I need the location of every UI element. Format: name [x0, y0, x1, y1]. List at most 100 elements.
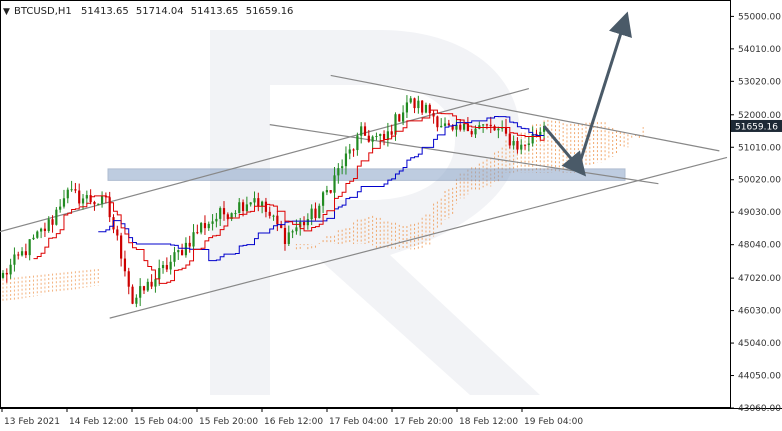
- x-tick-label: 18 Feb 12:00: [459, 417, 518, 427]
- candle-body: [97, 203, 100, 205]
- candle-body: [302, 221, 306, 226]
- x-tick-label: 19 Feb 04:00: [524, 417, 583, 427]
- candle-body: [512, 140, 515, 146]
- candle-body: [272, 215, 275, 217]
- candle-body: [230, 213, 233, 219]
- candle-body: [424, 104, 428, 113]
- current-price-label: 51659.16: [735, 122, 778, 132]
- candle-body: [508, 133, 511, 146]
- candle-body: [451, 125, 454, 130]
- candle-body: [394, 114, 397, 135]
- candle-body: [180, 250, 184, 256]
- candle-body: [405, 102, 409, 113]
- y-tick-label: 52000.00: [738, 111, 781, 121]
- y-tick-label: 51010.00: [738, 143, 781, 153]
- candle-body: [386, 131, 389, 140]
- forecast-arrow-segment: [576, 11, 632, 168]
- candle-body: [116, 229, 119, 236]
- candle-body: [432, 113, 435, 117]
- candle-body: [43, 228, 47, 231]
- candle-body: [276, 215, 279, 225]
- candle-body: [120, 235, 123, 259]
- candle-body: [520, 144, 523, 150]
- candle-body: [379, 133, 382, 137]
- candle-body: [283, 227, 287, 244]
- current-price-tag-bg: [731, 119, 782, 132]
- candle-body: [177, 250, 180, 253]
- candle-body: [356, 135, 359, 151]
- ichimoku-cloud: [2, 119, 644, 302]
- header-open: 51413.65: [81, 6, 129, 17]
- candle-body: [238, 202, 241, 214]
- candle-body: [314, 208, 317, 219]
- candle-body: [470, 131, 473, 135]
- candle-body: [32, 237, 35, 240]
- candle-body: [100, 195, 104, 204]
- candle-body: [226, 214, 229, 219]
- candle-body: [409, 98, 412, 103]
- candle-body: [234, 213, 237, 215]
- candle-body: [139, 286, 142, 298]
- candle-body: [360, 126, 363, 136]
- candle-body: [390, 131, 393, 135]
- candle-body: [169, 261, 172, 270]
- channel-lines: [0, 74, 728, 319]
- candle-body: [192, 232, 195, 247]
- candle-body: [150, 281, 153, 287]
- candle-body: [375, 136, 378, 138]
- candle-body: [440, 125, 443, 128]
- candle-body: [257, 198, 260, 207]
- candle-body: [74, 189, 77, 191]
- candle-body: [402, 112, 405, 122]
- candle-body: [36, 231, 39, 238]
- candle-body: [455, 124, 458, 130]
- candle-body: [363, 126, 367, 136]
- candle-body: [295, 227, 298, 232]
- header-dropdown-icon[interactable]: ▼: [3, 7, 10, 17]
- y-tick-label: 54010.00: [738, 45, 781, 55]
- candle-body: [291, 231, 294, 233]
- candle-body: [51, 219, 54, 225]
- candle-body: [1, 272, 5, 278]
- candle-body: [367, 135, 370, 142]
- candle-body: [287, 232, 290, 244]
- candle-body: [108, 197, 111, 218]
- candle-body: [196, 232, 199, 234]
- candle-body: [527, 143, 530, 145]
- y-tick-label: 55000.00: [738, 12, 781, 22]
- candle-body: [413, 98, 416, 109]
- candle-body: [337, 168, 340, 176]
- y-tick-label: 53020.00: [738, 77, 781, 87]
- candle-body: [493, 126, 496, 131]
- candle-body: [215, 218, 218, 222]
- candle-body: [241, 202, 245, 212]
- candle-body: [443, 123, 447, 126]
- candle-body: [93, 201, 96, 205]
- candle-body: [497, 128, 500, 131]
- candle-body: [123, 258, 127, 272]
- candle-body: [81, 198, 85, 204]
- time-axis: 13 Feb 2021 14 Feb 12:00 15 Feb 04:00 15 Fe…: [1, 408, 583, 427]
- candle-body: [5, 272, 8, 275]
- candle-body: [344, 153, 348, 167]
- candle-body: [154, 279, 157, 287]
- candle-body: [382, 133, 386, 140]
- candle-body: [135, 297, 138, 304]
- candle-body: [203, 223, 207, 229]
- candle-body: [478, 125, 481, 129]
- candle-body: [20, 251, 24, 256]
- candle-body: [184, 242, 188, 256]
- candle-body: [200, 223, 203, 233]
- candle-body: [173, 252, 176, 262]
- candle-body: [371, 136, 374, 142]
- candle-body: [59, 206, 62, 210]
- candle-body: [131, 286, 134, 304]
- candle-body: [28, 239, 31, 256]
- candle-body: [516, 140, 519, 150]
- candle-body: [13, 254, 16, 265]
- candle-body: [158, 268, 161, 280]
- x-tick-label: 17 Feb 20:00: [394, 417, 453, 427]
- candle-body: [211, 221, 214, 224]
